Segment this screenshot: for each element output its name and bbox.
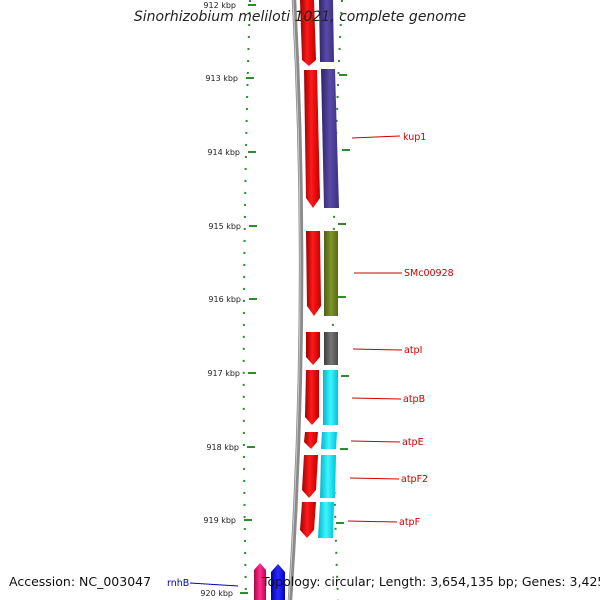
tick-label-914: 914 kbp — [207, 148, 240, 157]
label-atpf2[interactable]: atpF2 — [401, 474, 428, 485]
outer-ruler-left — [242, 0, 251, 600]
label-atpf[interactable]: atpF — [399, 517, 420, 528]
feature-atpf2 — [320, 455, 336, 498]
label-atpi[interactable]: atpI — [404, 345, 422, 356]
feature-smc00928 — [324, 231, 338, 316]
feature-atpi — [324, 332, 338, 365]
leader-atpf2 — [349, 477, 400, 480]
feature-atpe — [321, 432, 337, 449]
cds-smc00928 — [306, 231, 321, 316]
cds-atpb — [305, 370, 319, 425]
gene-smc00928[interactable] — [306, 231, 338, 316]
label-leaders — [189, 135, 403, 587]
label-smc00928[interactable]: SMc00928 — [404, 268, 454, 279]
gene-atpf[interactable] — [300, 502, 334, 538]
gene-kup1[interactable] — [300, 0, 339, 208]
tick-label-913: 913 kbp — [205, 74, 238, 83]
cds-atpf — [300, 502, 316, 538]
cds-rnhb — [254, 563, 266, 600]
genome-summary-caption: Topology: circular; Length: 3,654,135 bp… — [262, 574, 600, 589]
gene-labels: kup1 SMc00928 atpI atpB atpE atpF2 atpF … — [167, 132, 454, 589]
gene-atpf2[interactable] — [302, 455, 336, 498]
accession-caption: Accession: NC_003047 — [9, 574, 152, 589]
cds-atpi — [306, 332, 320, 365]
kbp-ticks: 913 kbp 914 kbp 915 kbp 916 kbp 917 kbp … — [200, 74, 257, 598]
leader-atpi — [352, 348, 403, 351]
cds-kup1-top — [300, 0, 316, 66]
gene-rnhb[interactable] — [254, 563, 285, 600]
tick-label-915: 915 kbp — [208, 222, 241, 231]
tick-label-919: 919 kbp — [203, 516, 236, 525]
label-atpb[interactable]: atpB — [403, 394, 425, 405]
leader-kup1 — [351, 135, 401, 139]
feature-kup1-top — [319, 0, 334, 62]
cds-atpf2 — [302, 455, 318, 498]
label-rnhb[interactable]: rnhB — [167, 578, 189, 589]
feature-rnhb — [271, 564, 285, 600]
inner-ruler-ticks — [336, 74, 350, 524]
label-atpe[interactable]: atpE — [402, 437, 424, 448]
leader-atpe — [350, 440, 401, 443]
tick-label-912: 912 kbp — [203, 1, 236, 10]
cds-kup1 — [304, 70, 320, 208]
tick-label-920: 920 kbp — [200, 589, 233, 598]
label-kup1[interactable]: kup1 — [403, 132, 426, 143]
cds-atpe — [304, 432, 318, 449]
gene-atpe[interactable] — [304, 432, 337, 449]
tick-label-916: 916 kbp — [208, 295, 241, 304]
leader-atpb — [351, 397, 402, 400]
feature-kup1 — [321, 69, 339, 208]
tick-label-918: 918 kbp — [206, 443, 239, 452]
map-title: Sinorhizobium meliloti 1021, complete ge… — [133, 9, 467, 25]
feature-atpb — [323, 370, 338, 425]
leader-rnhb — [189, 582, 239, 587]
leader-atpf — [347, 520, 398, 523]
tick-label-917: 917 kbp — [207, 369, 240, 378]
genome-backbone — [287, 0, 304, 600]
gene-atpb[interactable] — [305, 370, 338, 425]
genome-backbone-highlight — [288, 0, 301, 600]
gene-atpi[interactable] — [306, 332, 338, 365]
feature-atpf — [318, 502, 334, 538]
